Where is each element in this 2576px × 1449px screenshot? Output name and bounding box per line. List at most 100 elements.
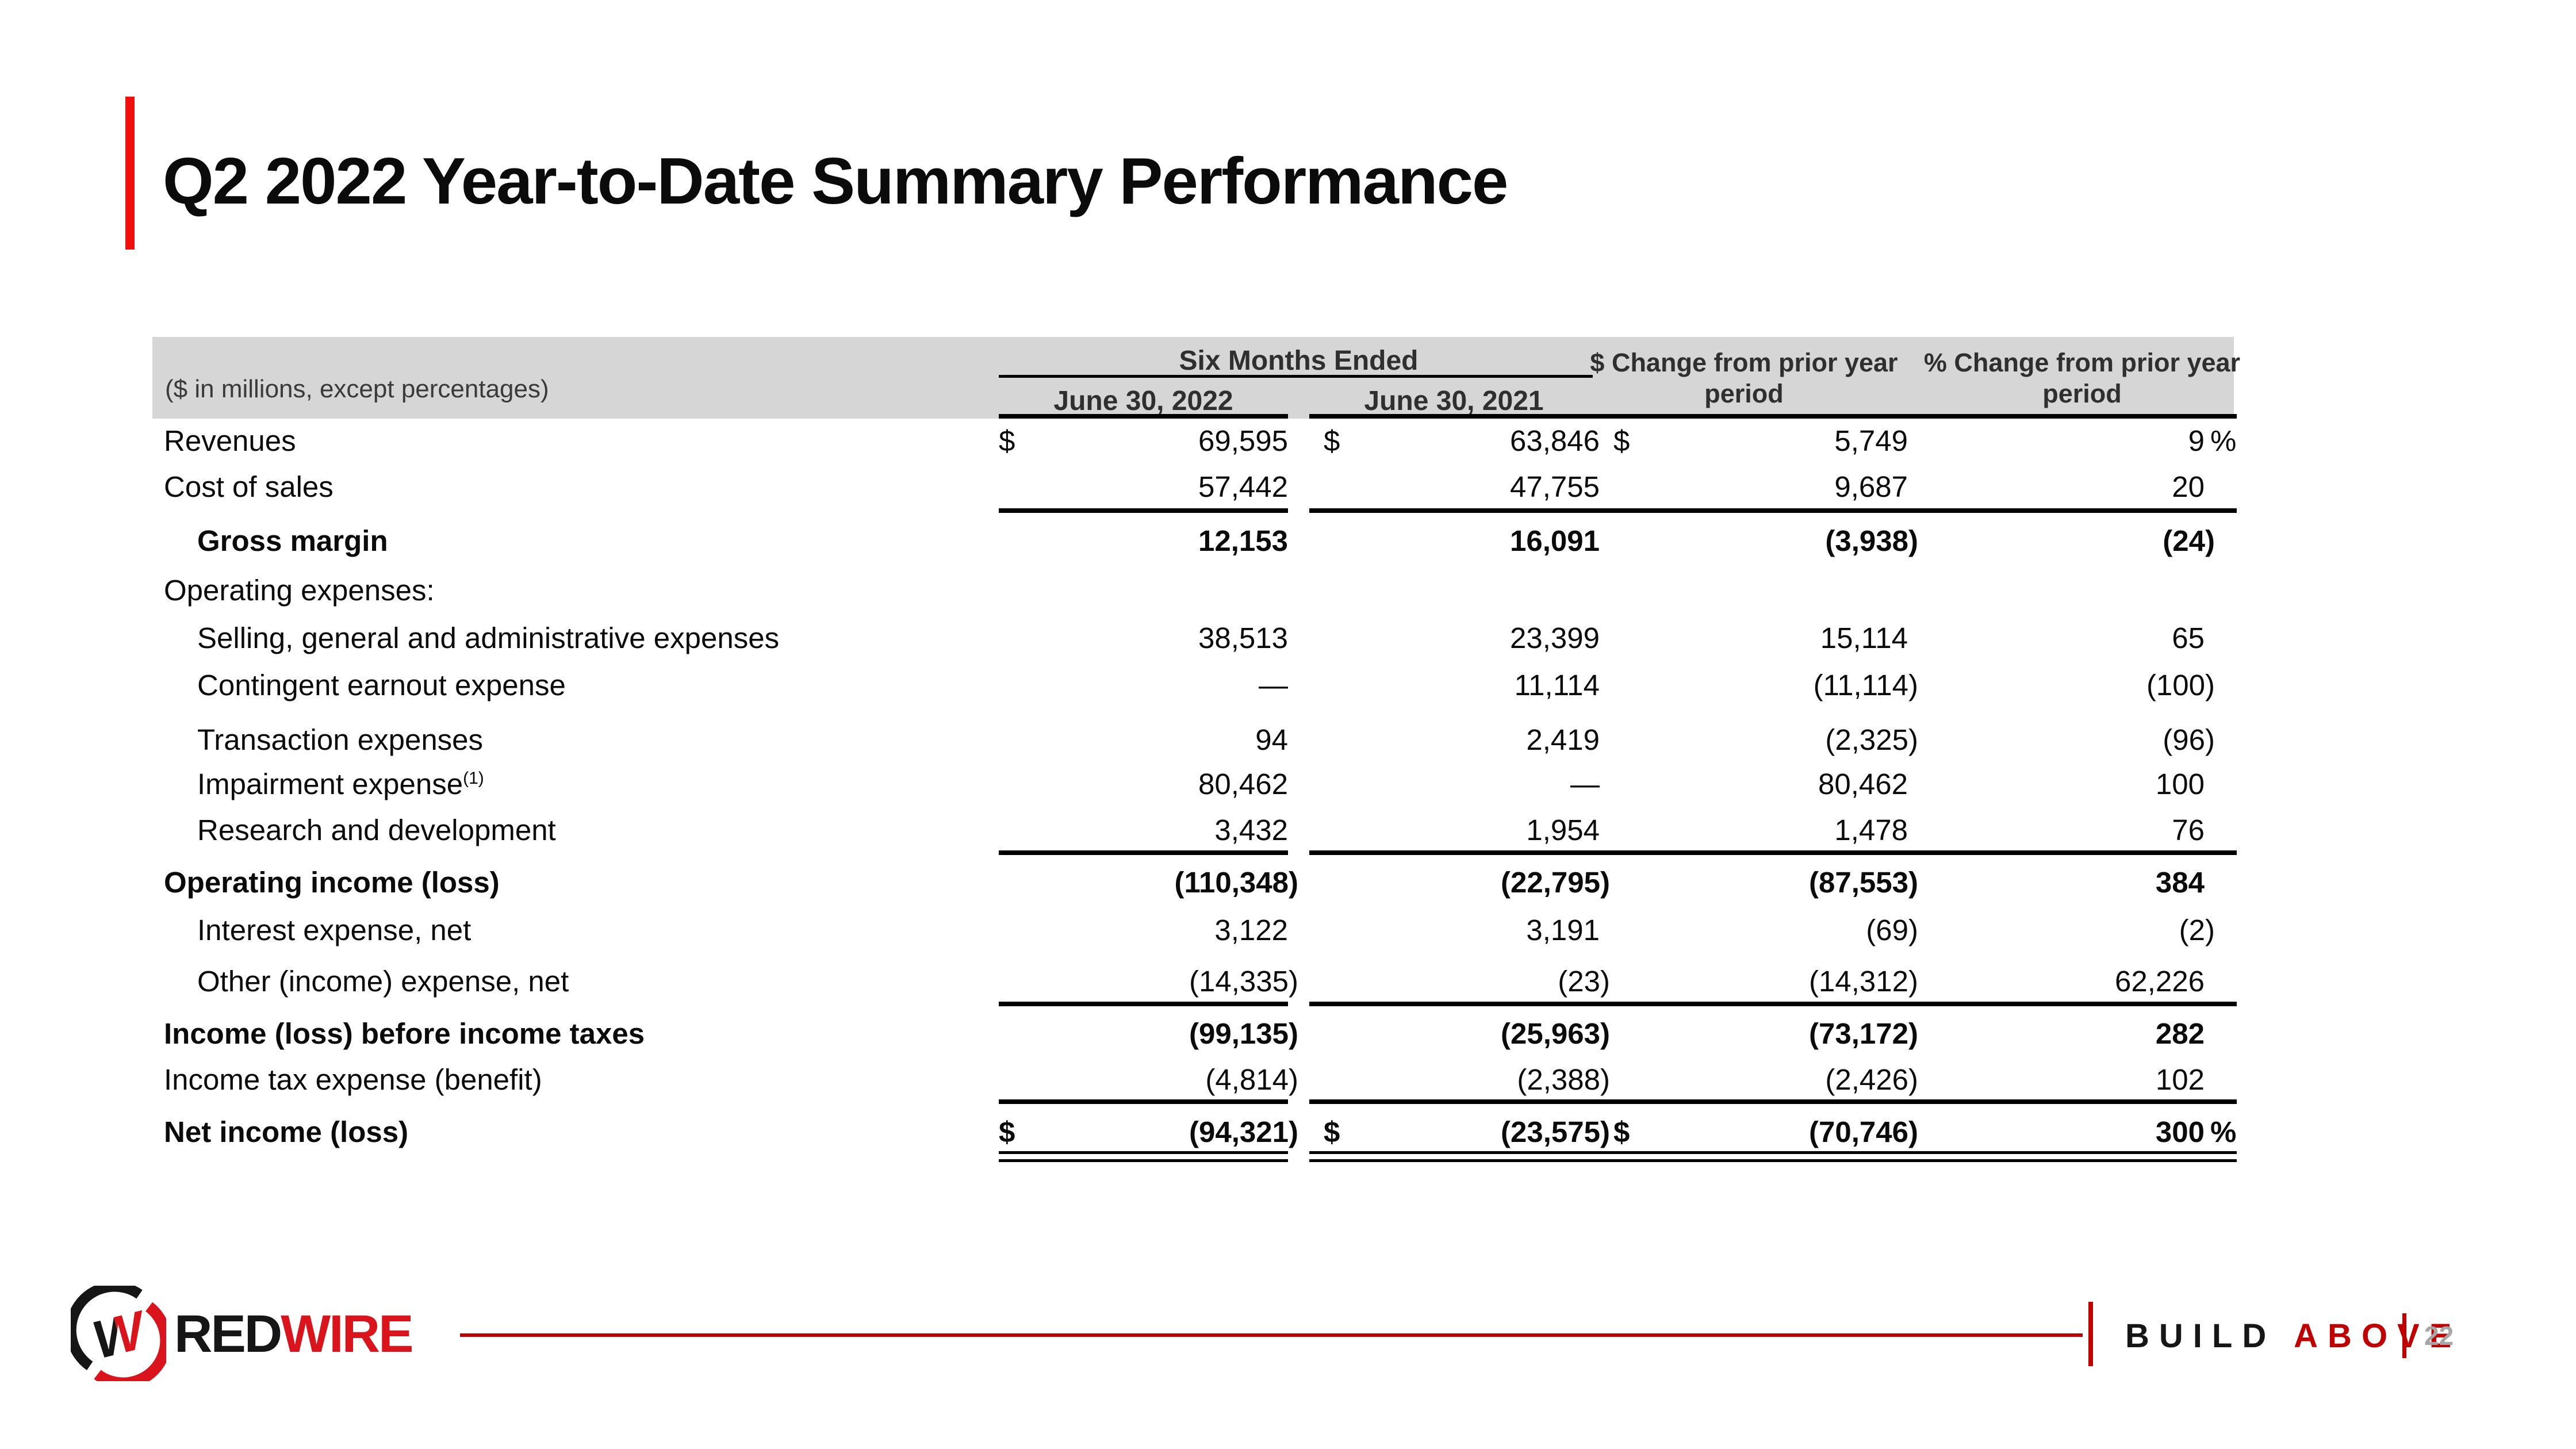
cell-2021: $ (23,575) <box>1324 1115 1610 1148</box>
cell-percent-change: 282 <box>2155 1017 2205 1050</box>
table-row: Impairment expense(1) 80,462 — 80,462 10… <box>152 761 2232 807</box>
cell-dollar-change: (87,553) <box>1809 865 1918 899</box>
subtotal-rule-opex-b <box>1309 850 2237 855</box>
row-label: Impairment expense(1) <box>197 767 484 800</box>
dollar-sign: $ <box>1613 424 1630 457</box>
cell-2022: 3,122 <box>1214 913 1288 946</box>
cell-2021: 1,954 <box>1526 813 1600 846</box>
title-accent-bar <box>125 97 135 250</box>
row-label: Revenues <box>164 424 296 457</box>
row-label: Cost of sales <box>164 470 334 503</box>
cell-2022: (99,135) <box>1189 1017 1298 1050</box>
page-title: Q2 2022 Year-to-Date Summary Performance <box>163 145 1508 218</box>
header-underline-seg-b <box>1309 414 2237 419</box>
tagline-above: ABOVE <box>2294 1317 2462 1355</box>
cell-2022: 80,462 <box>1198 767 1288 800</box>
row-label: Interest expense, net <box>197 913 471 946</box>
cell-percent-change: (2) <box>2179 913 2215 946</box>
cell-dollar-change: 1,478 <box>1834 813 1908 846</box>
table-row: Net income (loss) $ (94,321) $ (23,575) $(… <box>152 1109 2237 1155</box>
cell-dollar-change: (11,114) <box>1813 668 1918 702</box>
table-row: Interest expense, net 3,122 3,191 (69) (… <box>152 907 2232 953</box>
percent-sign: % <box>2210 424 2237 457</box>
footer-divider-line <box>460 1333 2083 1337</box>
cell-2022: (110,348) <box>1174 865 1298 899</box>
subtotal-rule-gross-a <box>999 508 1288 513</box>
cell-2021: — <box>1570 767 1600 800</box>
row-label: Operating expenses: <box>164 573 435 607</box>
cell-dollar-change: (3,938) <box>1825 524 1918 557</box>
row-label: Income (loss) before income taxes <box>164 1017 645 1050</box>
table-row: Income tax expense (benefit) (4,814) (2,… <box>152 1056 2232 1102</box>
cell-percent-change: 76 <box>2172 813 2205 846</box>
cell-percent-change: 65 <box>2172 621 2205 654</box>
cell-dollar-change: 9,687 <box>1834 470 1908 503</box>
cell-dollar-change: (69) <box>1866 913 1918 946</box>
cell-percent-change: 62,226 <box>2115 964 2205 998</box>
column-header-june-30-2022: June 30, 2022 <box>1053 386 1233 416</box>
cell-2021: 11,114 <box>1514 668 1600 702</box>
cell-2022: $69,595 <box>999 424 1288 457</box>
cell-2021: 16,091 <box>1510 524 1600 557</box>
subtotal-rule-tax-a <box>999 1099 1288 1104</box>
dollar-sign: $ <box>1324 424 1340 457</box>
cell-dollar-change: 15,114 <box>1820 621 1908 654</box>
cell-2022: 38,513 <box>1198 621 1288 654</box>
row-label: Other (income) expense, net <box>197 964 569 998</box>
table-row: Contingent earnout expense — 11,114 (11,… <box>152 662 2232 708</box>
table-row: Transaction expenses 94 2,419 (2,325) (9… <box>152 716 2232 762</box>
cell-2021: 23,399 <box>1510 621 1600 654</box>
build-above-tagline: BUILD ABOVE <box>2125 1317 2461 1355</box>
cell-2022: 57,442 <box>1198 470 1288 503</box>
redwire-logo-icon: W W <box>71 1286 166 1381</box>
cell-dollar-change: (2,325) <box>1825 723 1918 756</box>
subtotal-rule-opex-a <box>999 850 1288 855</box>
dollar-sign: $ <box>999 1115 1015 1148</box>
subtotal-rule-pretax-b <box>1309 1002 2237 1006</box>
header-underline-seg-a <box>999 414 1288 419</box>
row-label: Contingent earnout expense <box>197 668 566 702</box>
table-row: Gross margin 12,153 16,091 (3,938) (24) <box>152 518 2232 564</box>
subtotal-rule-tax-b <box>1309 1099 2237 1104</box>
footer-line-end-bar <box>2088 1302 2093 1366</box>
table-row: Cost of sales 57,442 47,755 9,687 20 <box>152 463 2232 509</box>
cell-2021: $63,846 <box>1324 424 1600 457</box>
percent-sign: % <box>2210 1115 2237 1148</box>
table-row: Operating income (loss) (110,348) (22,79… <box>152 859 2232 905</box>
column-header-percent-change: % Change from prior year period <box>1923 348 2241 408</box>
row-label: Operating income (loss) <box>164 865 500 899</box>
cell-percent-change: (96) <box>2163 723 2215 756</box>
table-row: Other (income) expense, net (14,335) (23… <box>152 958 2232 1004</box>
row-label: Gross margin <box>197 524 388 557</box>
cell-percent-change: 100 <box>2155 767 2205 800</box>
row-label: Net income (loss) <box>164 1115 409 1148</box>
cell-2021: (2,388) <box>1517 1063 1610 1096</box>
cell-dollar-change: $ (70,746) <box>1613 1115 1918 1148</box>
tagline-build: BUILD <box>2125 1317 2276 1355</box>
column-header-dollar-change: $ Change from prior year period <box>1590 348 1898 408</box>
table-units-caption: ($ in millions, except percentages) <box>165 375 549 403</box>
column-header-june-30-2021: June 30, 2021 <box>1364 386 1544 416</box>
dollar-sign: $ <box>1613 1115 1630 1148</box>
cell-2021: (25,963) <box>1501 1017 1610 1050</box>
wordmark-red-text: RED <box>174 1305 282 1363</box>
total-double-rule-1b <box>1309 1151 2237 1154</box>
cell-dollar-change: 80,462 <box>1818 767 1908 800</box>
table-row: Revenues $69,595 $63,846 $5,749 9% <box>152 417 2237 463</box>
cell-dollar-change: (2,426) <box>1825 1063 1918 1096</box>
group-header-underline <box>999 375 1593 378</box>
cell-percent-change: 102 <box>2155 1063 2205 1096</box>
cell-2021: 3,191 <box>1526 913 1600 946</box>
row-label: Transaction expenses <box>197 723 484 756</box>
cell-2021: 47,755 <box>1510 470 1600 503</box>
cell-percent-change: 20 <box>2172 470 2205 503</box>
dollar-sign: $ <box>999 424 1015 457</box>
cell-2022: (4,814) <box>1205 1063 1298 1096</box>
footnote-marker: (1) <box>463 768 484 788</box>
table-header: ($ in millions, except percentages) Six … <box>152 337 2240 419</box>
redwire-wordmark: REDWIRE <box>174 1304 413 1364</box>
cell-2022: — <box>1259 668 1288 702</box>
cell-2021: (23) <box>1558 964 1610 998</box>
cell-2022: $ (94,321) <box>999 1115 1298 1148</box>
total-double-rule-1a <box>999 1151 1288 1154</box>
